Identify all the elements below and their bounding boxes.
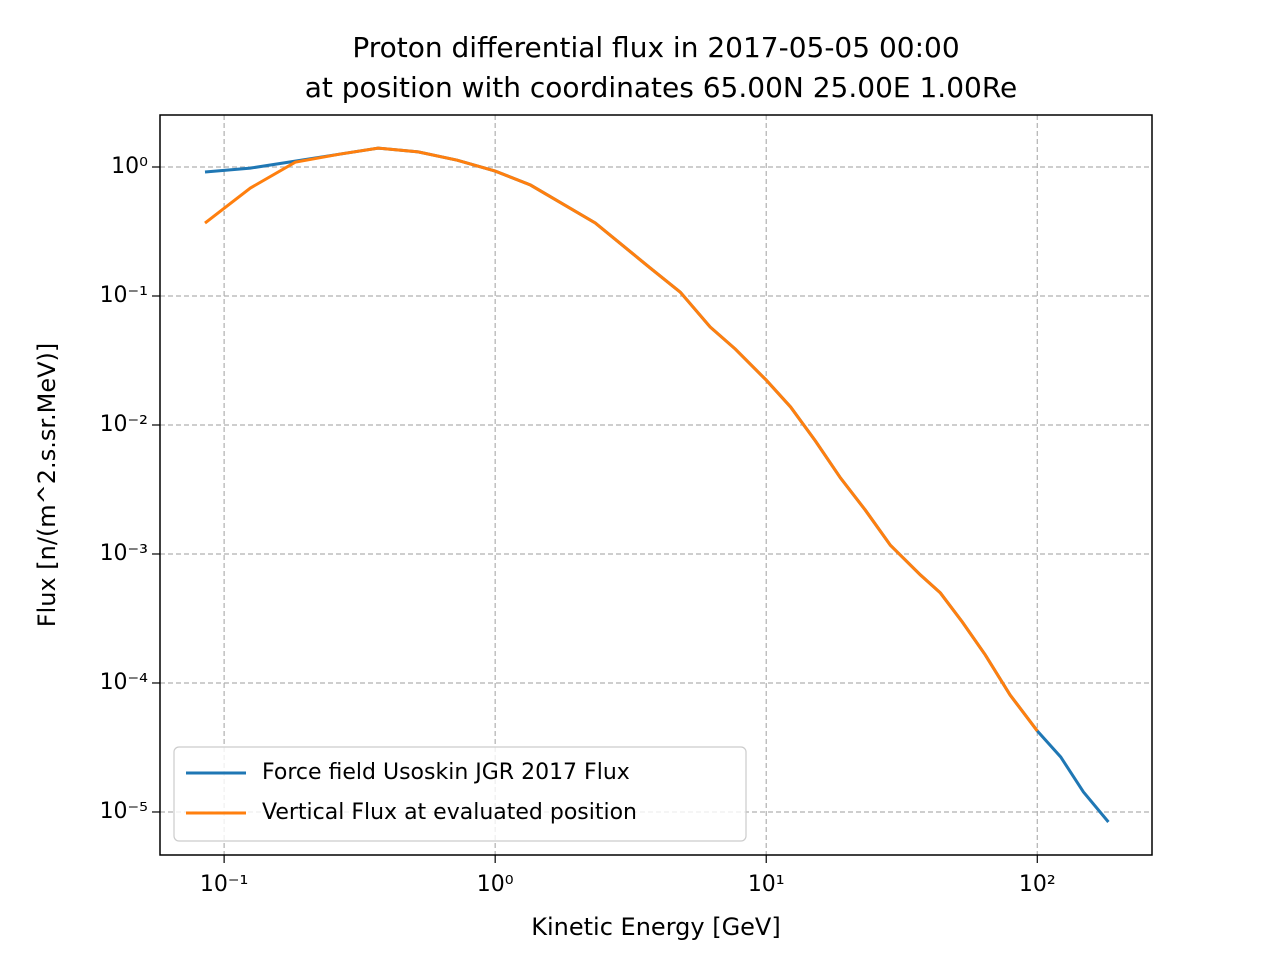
- legend-label: Vertical Flux at evaluated position: [262, 800, 637, 825]
- chart-title: Proton differential flux in 2017-05-05 0…: [352, 31, 959, 64]
- legend-box: [173, 746, 747, 842]
- y-tick-label: 10⁻⁴: [100, 670, 149, 695]
- x-axis-label: Kinetic Energy [GeV]: [531, 913, 780, 941]
- x-tick-label: 10⁻¹: [200, 872, 248, 897]
- y-tick-label: 10⁰: [111, 154, 148, 179]
- y-tick-label: 10⁻²: [100, 412, 148, 437]
- y-tick-label: 10⁻¹: [100, 283, 148, 308]
- plot-frame: [159, 114, 1153, 856]
- chart-title: at position with coordinates 65.00N 25.0…: [305, 71, 1018, 104]
- legend-label: Force field Usoskin JGR 2017 Flux: [262, 760, 630, 785]
- data-line: [204, 146, 1039, 732]
- x-tick-label: 10¹: [748, 872, 785, 897]
- y-tick-label: 10⁻³: [100, 541, 148, 566]
- x-tick-label: 10⁰: [477, 872, 514, 897]
- y-tick-label: 10⁻⁵: [100, 799, 148, 824]
- x-tick-label: 10²: [1019, 872, 1056, 897]
- y-axis-label: Flux [n/(m^2.s.sr.MeV)]: [33, 343, 61, 627]
